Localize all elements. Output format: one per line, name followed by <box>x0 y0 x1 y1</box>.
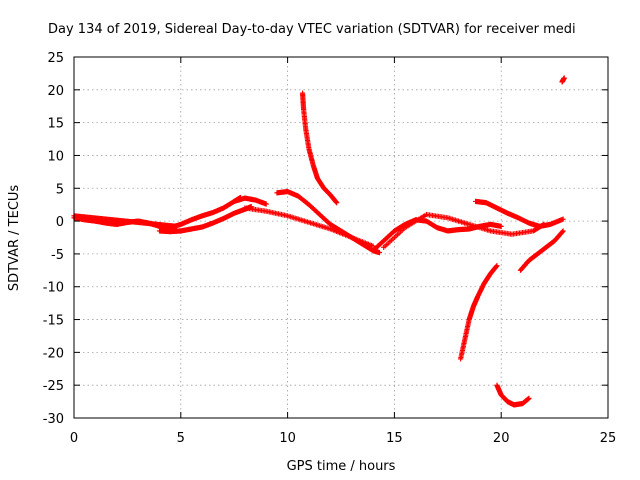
y-tick-label: -20 <box>43 346 64 361</box>
data-point <box>561 75 567 81</box>
plot-frame <box>73 56 609 419</box>
series-track-l <box>494 382 532 408</box>
x-tick-label: 25 <box>600 431 617 446</box>
series-track-c <box>71 213 180 229</box>
series-track-d <box>231 195 269 207</box>
x-tick-label: 20 <box>493 431 510 446</box>
series-track-k <box>458 263 500 362</box>
y-tick-label: -5 <box>51 248 64 263</box>
data-point <box>494 263 500 269</box>
data-point <box>370 243 376 249</box>
x-tick-label: 5 <box>177 431 185 446</box>
data-layer <box>71 75 567 408</box>
grid-layer <box>74 57 608 418</box>
x-tick-label: 10 <box>279 431 296 446</box>
y-tick-label: 0 <box>56 215 64 230</box>
y-tick-label: 25 <box>47 51 64 66</box>
series-track-b <box>156 204 254 235</box>
data-point <box>498 223 504 229</box>
chart-title: Day 134 of 2019, Sidereal Day-to-day VTE… <box>48 22 576 37</box>
y-axis-label: SDTVAR / TECUs <box>7 185 22 292</box>
y-tick-label: 20 <box>47 84 64 99</box>
series-track-j <box>472 198 566 229</box>
y-tick-label: -15 <box>43 314 64 329</box>
data-point <box>173 223 180 229</box>
y-tick-label: 10 <box>47 149 64 164</box>
series-track-n <box>559 75 567 85</box>
y-tick-label: -30 <box>43 412 64 427</box>
y-tick-label: -10 <box>43 281 64 296</box>
y-tick-label: 15 <box>47 117 64 132</box>
data-point <box>560 216 566 222</box>
y-tick-label: 5 <box>56 182 64 197</box>
x-tick-label: 15 <box>386 431 403 446</box>
axis-layer: 0 5 10 15 20 25 25 20 15 10 5 0 -5 -10 -15 -20 -25 -30 <box>43 51 617 446</box>
series-track-f <box>242 205 376 249</box>
data-point <box>376 249 383 256</box>
x-axis-label: GPS time / hours <box>287 459 396 474</box>
data-point <box>560 228 566 234</box>
data-point <box>526 395 532 401</box>
series-track-m <box>517 228 566 273</box>
x-tick-label: 0 <box>70 431 78 446</box>
data-point <box>334 200 340 206</box>
y-tick-label: -25 <box>43 379 64 394</box>
data-point <box>263 201 269 207</box>
series-track-g <box>299 90 340 206</box>
series-track-h <box>370 217 504 254</box>
data-point <box>559 229 566 235</box>
